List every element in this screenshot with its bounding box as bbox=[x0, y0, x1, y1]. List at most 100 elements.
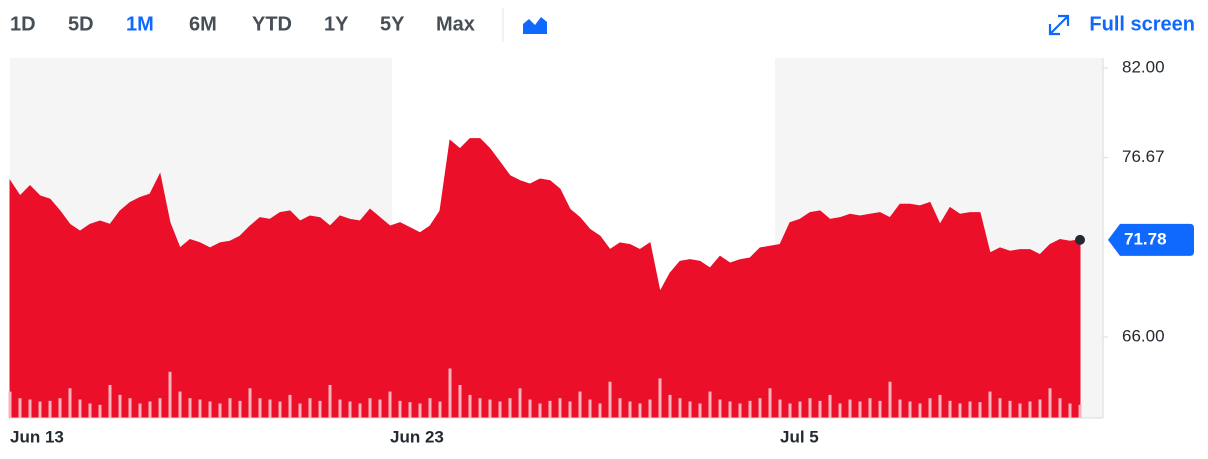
range-button[interactable]: 5Y bbox=[380, 13, 405, 35]
volume-bar bbox=[738, 403, 742, 418]
volume-bar bbox=[598, 403, 602, 418]
volume-bar bbox=[608, 381, 612, 418]
plot bbox=[8, 138, 1082, 419]
volume-bar bbox=[178, 391, 182, 418]
volume-bar bbox=[418, 403, 422, 418]
volume-bar bbox=[448, 368, 452, 418]
volume-bar bbox=[798, 401, 802, 418]
volume-bar bbox=[968, 401, 972, 418]
price-bubble-label: 71.78 bbox=[1124, 229, 1167, 248]
volume-bar bbox=[98, 404, 102, 418]
volume-bar bbox=[1038, 399, 1042, 418]
fullscreen-button[interactable]: Full screen bbox=[1089, 13, 1195, 35]
volume-bar bbox=[858, 401, 862, 418]
range-button[interactable]: YTD bbox=[252, 13, 292, 35]
volume-bar bbox=[748, 400, 752, 418]
volume-bar bbox=[478, 398, 482, 418]
volume-bar bbox=[1058, 398, 1062, 418]
volume-bar bbox=[988, 391, 992, 418]
volume-bar bbox=[168, 371, 172, 418]
volume-bar bbox=[508, 398, 512, 418]
volume-bar bbox=[238, 400, 242, 418]
volume-bar bbox=[498, 401, 502, 418]
volume-bar bbox=[458, 385, 462, 418]
volume-bar bbox=[558, 398, 562, 418]
range-button[interactable]: 1Y bbox=[324, 13, 349, 35]
volume-bar bbox=[638, 403, 642, 418]
volume-bar bbox=[88, 403, 92, 418]
volume-bar bbox=[248, 388, 252, 418]
volume-bar bbox=[388, 391, 392, 418]
volume-bar bbox=[528, 399, 532, 418]
volume-bar bbox=[648, 399, 652, 418]
volume-bar bbox=[198, 399, 202, 418]
volume-bar bbox=[138, 403, 142, 418]
volume-bar bbox=[868, 398, 872, 418]
volume-bar bbox=[1068, 403, 1072, 418]
chart-type-icon[interactable] bbox=[523, 17, 547, 34]
volume-bar bbox=[698, 403, 702, 418]
volume-bar bbox=[318, 400, 322, 418]
volume-bar bbox=[368, 398, 372, 418]
volume-bar bbox=[308, 398, 312, 418]
volume-bar bbox=[278, 401, 282, 418]
volume-bar bbox=[668, 394, 672, 418]
volume-bar bbox=[348, 401, 352, 418]
volume-bar bbox=[588, 399, 592, 418]
volume-bar bbox=[428, 398, 432, 418]
y-tick-label: 66.00 bbox=[1122, 326, 1165, 345]
price-area bbox=[9, 138, 1081, 419]
volume-bar bbox=[878, 400, 882, 418]
volume-bar bbox=[948, 400, 952, 418]
volume-bar bbox=[28, 399, 32, 418]
volume-bar bbox=[158, 398, 162, 418]
volume-bar bbox=[958, 403, 962, 418]
range-button[interactable]: 1M bbox=[126, 13, 154, 35]
range-button[interactable]: 6M bbox=[189, 13, 217, 35]
volume-bar bbox=[1008, 400, 1012, 418]
volume-bar bbox=[718, 399, 722, 418]
volume-bar bbox=[1028, 401, 1032, 418]
volume-bar bbox=[268, 399, 272, 418]
range-button[interactable]: 5D bbox=[68, 13, 94, 35]
volume-bar bbox=[568, 401, 572, 418]
volume-bar bbox=[58, 398, 62, 418]
volume-bar bbox=[938, 394, 942, 418]
volume-bar bbox=[118, 394, 122, 418]
volume-bar bbox=[658, 378, 662, 418]
volume-bar bbox=[888, 381, 892, 418]
volume-bar bbox=[8, 391, 12, 418]
volume-bar bbox=[778, 399, 782, 418]
volume-bar bbox=[38, 401, 42, 418]
volume-bar bbox=[188, 398, 192, 418]
volume-bar bbox=[768, 388, 772, 418]
range-button[interactable]: Max bbox=[436, 13, 475, 35]
volume-bar bbox=[438, 401, 442, 418]
last-point bbox=[1075, 234, 1085, 245]
volume-bar bbox=[48, 400, 52, 418]
range-button[interactable]: 1D bbox=[10, 13, 36, 35]
x-tick-label: Jul 5 bbox=[780, 427, 819, 446]
volume-bar bbox=[518, 388, 522, 418]
volume-bar bbox=[128, 398, 132, 418]
volume-bar bbox=[338, 399, 342, 418]
volume-bar bbox=[398, 400, 402, 418]
fullscreen-icon[interactable] bbox=[1048, 14, 1070, 36]
volume-bar bbox=[978, 402, 982, 418]
volume-bar bbox=[358, 403, 362, 418]
volume-bar bbox=[628, 401, 632, 418]
volume-bar bbox=[618, 398, 622, 418]
volume-bar bbox=[578, 391, 582, 418]
volume-bar bbox=[788, 403, 792, 418]
volume-bar bbox=[218, 403, 222, 418]
volume-bar bbox=[1048, 388, 1052, 418]
volume-bar bbox=[298, 403, 302, 418]
volume-bar bbox=[18, 398, 22, 418]
volume-bar bbox=[848, 399, 852, 418]
toolbar: 1D 5D 1M 6M YTD 1Y 5Y Max bbox=[10, 13, 475, 35]
volume-bar bbox=[408, 402, 412, 418]
y-tick-label: 82.00 bbox=[1122, 58, 1165, 77]
volume-bar bbox=[258, 398, 262, 418]
